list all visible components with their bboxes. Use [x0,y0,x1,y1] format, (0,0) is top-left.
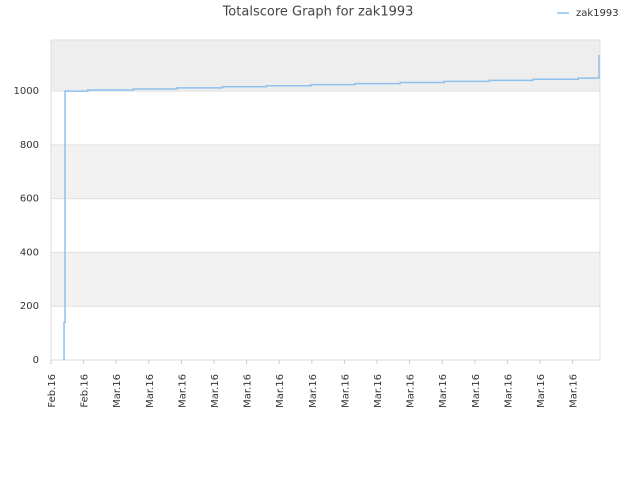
y-tick-label: 0 [33,355,39,366]
x-tick-label: Mar.16 [438,374,449,408]
grid-band [51,40,600,92]
legend-label: zak1993 [576,8,619,19]
plot-border [50,39,601,361]
x-tick-label: Mar.16 [569,374,580,408]
x-tick-label: Mar.16 [177,374,188,408]
x-tick-label: Mar.16 [503,374,514,408]
x-tick-label: Mar.16 [210,374,221,408]
grid-band [51,144,600,199]
grid-band [51,198,600,253]
x-tick-label: Mar.16 [340,374,351,408]
y-tick-label: 400 [20,247,39,258]
x-tick-label: Feb.16 [80,374,91,408]
x-tick-label: Mar.16 [243,374,254,408]
x-tick-label: Mar.16 [471,374,482,408]
x-tick-label: Mar.16 [145,374,156,408]
x-tick-label: Mar.16 [275,374,286,408]
y-tick-label: 800 [20,140,39,151]
data-line [63,55,600,360]
grid-band [51,306,600,360]
x-tick-label: Feb.16 [47,374,58,408]
grid-band [51,91,600,145]
x-tick-label: Mar.16 [406,374,417,408]
grid-band [51,252,600,307]
y-tick-label: 600 [20,194,39,205]
x-tick-label: Mar.16 [536,374,547,408]
x-tick-label: Mar.16 [373,374,384,408]
y-tick-label: 1000 [14,86,39,97]
y-tick-label: 200 [20,301,39,312]
x-tick-label: Mar.16 [112,374,123,408]
x-tick-label: Mar.16 [308,374,319,408]
chart-title: Totalscore Graph for zak1993 [222,5,414,20]
